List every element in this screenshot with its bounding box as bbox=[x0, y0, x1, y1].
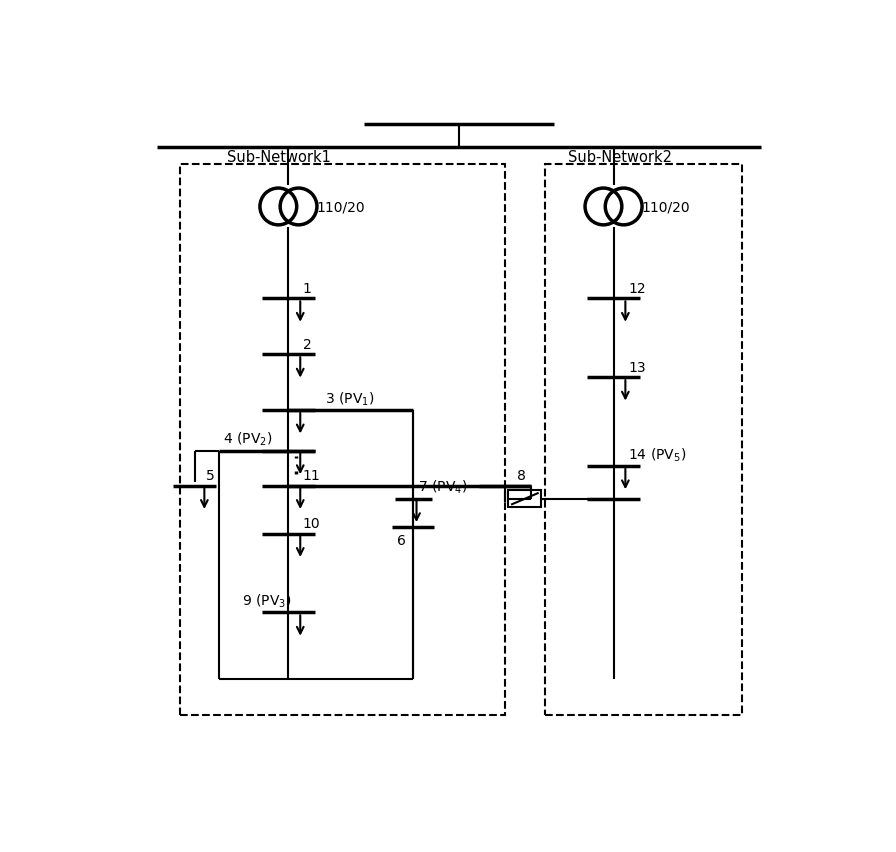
Text: 6: 6 bbox=[397, 533, 406, 547]
Bar bbox=[545, 164, 742, 716]
Text: Sub-Network2: Sub-Network2 bbox=[568, 150, 672, 164]
Text: 14 (PV$_5$): 14 (PV$_5$) bbox=[628, 446, 686, 463]
Text: 110/20: 110/20 bbox=[316, 200, 366, 214]
Text: 8: 8 bbox=[517, 469, 526, 483]
Text: 110/20: 110/20 bbox=[642, 200, 691, 214]
Text: 2: 2 bbox=[303, 337, 312, 352]
Text: 13: 13 bbox=[628, 360, 646, 375]
Text: Sub-Network1: Sub-Network1 bbox=[227, 150, 331, 164]
Bar bbox=[180, 164, 505, 716]
Text: 9 (PV$_3$): 9 (PV$_3$) bbox=[243, 592, 292, 609]
Text: 4 (PV$_2$): 4 (PV$_2$) bbox=[223, 430, 272, 448]
Text: 5: 5 bbox=[206, 469, 215, 483]
Text: 7 (PV$_4$): 7 (PV$_4$) bbox=[418, 479, 468, 496]
Text: 1: 1 bbox=[303, 282, 312, 296]
Text: 3 (PV$_1$): 3 (PV$_1$) bbox=[324, 390, 374, 407]
Text: 12: 12 bbox=[628, 282, 646, 296]
Text: 11: 11 bbox=[303, 469, 321, 483]
Bar bbox=[508, 491, 541, 508]
Text: 10: 10 bbox=[303, 516, 321, 531]
